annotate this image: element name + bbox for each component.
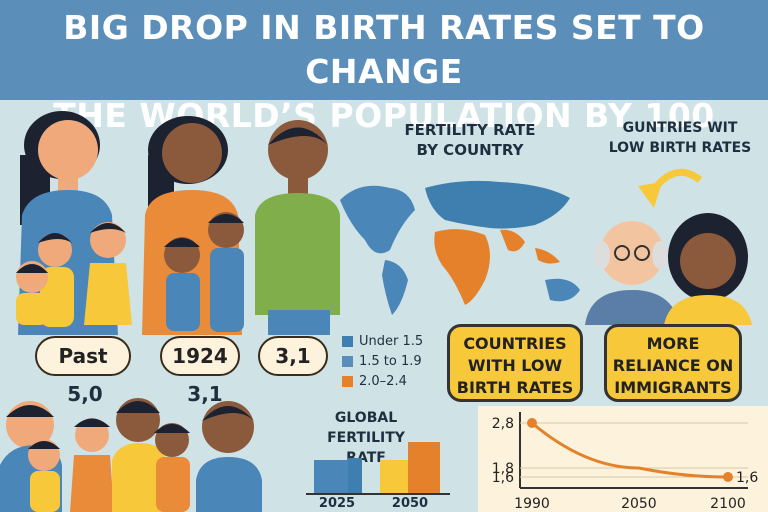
- right-heading-line-1: GUNTRIES WIT: [622, 120, 738, 136]
- box1-line-1: COUNTRIES: [463, 334, 567, 353]
- child-figure-2: [84, 222, 132, 325]
- child-figure-1: [38, 233, 74, 327]
- map-eurasia: [425, 180, 570, 229]
- map-title-line-2: BY COUNTRY: [416, 141, 524, 159]
- legend-label-2: 1.5 to 1.9: [359, 354, 422, 369]
- pill-3-1: 3,1: [258, 336, 328, 376]
- bar-label-2050: 2050: [391, 496, 429, 511]
- box2-line-2: RELIANCE ON: [612, 356, 734, 375]
- map-north-america: [340, 185, 415, 254]
- chart-background: [478, 406, 768, 512]
- map-title: FERTILITY RATE BY COUNTRY: [380, 120, 560, 160]
- global-fertility-bars: [306, 442, 450, 495]
- young-woman-figure: [664, 213, 752, 325]
- series-line: [531, 421, 729, 479]
- pill-past: Past: [35, 336, 131, 376]
- map-africa: [434, 229, 490, 305]
- child-figure-3: [164, 237, 200, 331]
- y-tick-label: 2,8: [492, 416, 514, 432]
- box1-line-3: BIRTH RATES: [456, 378, 574, 397]
- box2-line-1: MORE: [646, 334, 700, 353]
- world-map: [340, 180, 580, 315]
- elderly-man-figure: [585, 221, 680, 325]
- bar-2050-a: [380, 460, 408, 494]
- title-banner: [0, 0, 768, 100]
- bar-2050-b: [408, 442, 440, 494]
- legend-swatch-2: [342, 356, 353, 367]
- child-figure-4: [208, 212, 244, 332]
- title-line-1: BIG DROP IN BIRTH RATES SET TO CHANGE: [63, 8, 705, 91]
- baby-figure: [16, 261, 48, 325]
- y-tick-label: 1,6: [492, 470, 514, 486]
- value-5-0: 5,0: [67, 382, 103, 406]
- value-3-1: 3,1: [187, 382, 223, 406]
- global-title-line-1: GLOBAL FERTILITY: [327, 410, 405, 446]
- legend-swatch-1: [342, 336, 353, 347]
- map-title-line-1: FERTILITY RATE: [404, 121, 536, 139]
- x-tick-label: 2050: [621, 496, 657, 512]
- bottom-family-2: [112, 398, 190, 512]
- x-tick-label: 2100: [710, 496, 746, 512]
- bar-label-2025: 2025: [318, 496, 356, 511]
- y-tick-label: 1,8: [492, 461, 514, 477]
- x-tick-label: 1990: [514, 496, 550, 512]
- box-more-reliance-immigrants: MORE RELIANCE ON IMMIGRANTS: [604, 324, 742, 402]
- data-point: [723, 472, 733, 482]
- pill-1924: 1924: [160, 336, 240, 376]
- bar-2025-b: [348, 458, 362, 494]
- map-south-america: [382, 260, 408, 315]
- man-figure-modern: [255, 120, 340, 335]
- map-southeast-asia: [535, 248, 560, 264]
- map-australia: [545, 278, 580, 302]
- box1-line-2: WITH LOW: [467, 356, 563, 375]
- right-heading: GUNTRIES WIT LOW BIRTH RATES: [595, 118, 765, 158]
- box-countries-low-birth-rates: COUNTRIES WITH LOW BIRTH RATES: [447, 324, 583, 402]
- legend-swatch-3: [342, 376, 353, 387]
- end-value-label: 1,6: [736, 470, 758, 486]
- curved-arrow-icon: [638, 168, 703, 208]
- legend-item-2-0-to-2-4: 2.0–2.4: [342, 374, 407, 389]
- bar-2025-a: [314, 460, 348, 494]
- legend-item-1-5-to-1-9: 1.5 to 1.9: [342, 354, 422, 369]
- map-south-asia: [500, 229, 525, 252]
- legend-label-1: Under 1.5: [359, 334, 424, 349]
- bottom-man: [196, 401, 262, 512]
- legend-label-3: 2.0–2.4: [359, 374, 407, 389]
- data-point: [527, 418, 537, 428]
- box2-line-3: IMMIGRANTS: [614, 378, 732, 397]
- immigrants-illustration: [585, 213, 752, 325]
- right-heading-line-2: LOW BIRTH RATES: [608, 140, 752, 156]
- families-illustration: [0, 111, 340, 512]
- legend-item-under-1-5: Under 1.5: [342, 334, 423, 349]
- bottom-family-1: [0, 401, 114, 512]
